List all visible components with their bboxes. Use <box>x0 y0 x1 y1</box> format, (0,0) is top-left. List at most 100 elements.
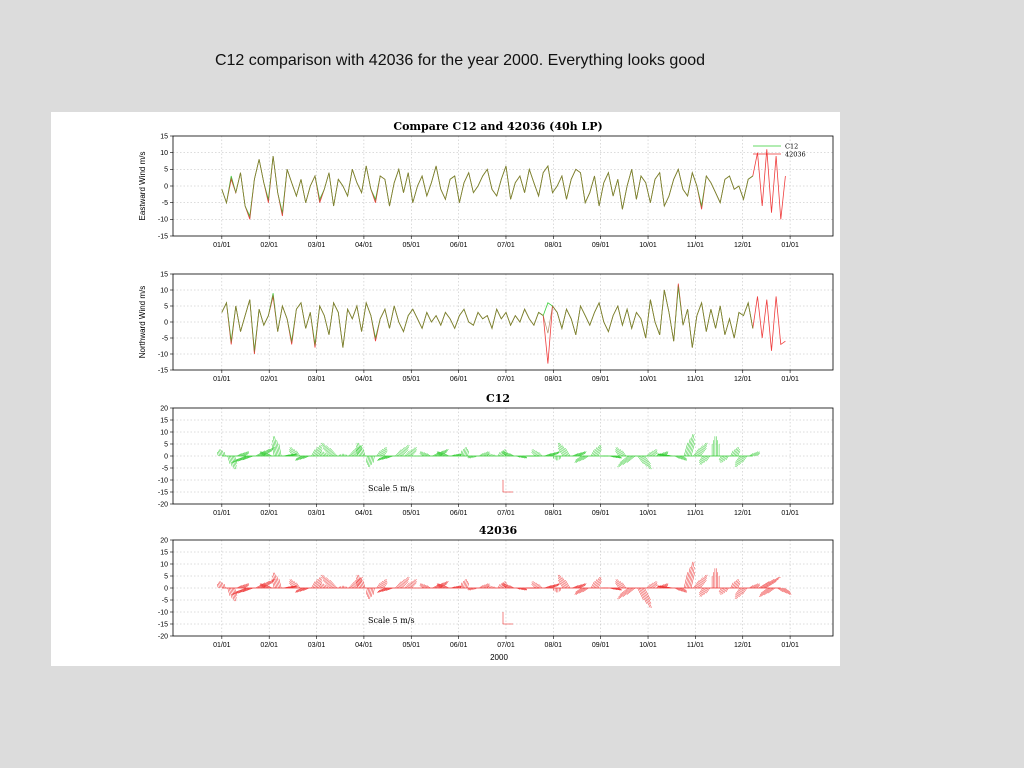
panel-3-stick <box>531 581 539 589</box>
panel-0-ytick-label: 15 <box>160 133 168 140</box>
panel-0-series-c12-line <box>221 155 754 218</box>
panel-2-stick <box>260 453 266 457</box>
panel-3-stick <box>575 587 584 594</box>
panel-3-stick <box>759 578 775 589</box>
panel-1-ytick-label: 0 <box>164 319 168 326</box>
panel-2-stick <box>326 445 336 457</box>
panel-3-stick <box>531 583 536 589</box>
panel-3-ytick-label: 0 <box>164 585 168 592</box>
panel-2-stick <box>615 447 622 457</box>
panel-3-stick <box>765 581 777 589</box>
panel-2-stick <box>378 455 387 459</box>
panel-3-stick <box>646 583 651 589</box>
panel-2-stick <box>535 450 541 457</box>
panel-3-stick <box>258 579 275 589</box>
panel-3-stick <box>356 574 362 589</box>
panel-3-stick <box>538 583 543 589</box>
panel-0-ytick-label: 5 <box>164 167 168 174</box>
panel-3-stick <box>243 585 249 589</box>
panel-2-stick <box>350 447 359 457</box>
panel-2-stick <box>677 455 686 461</box>
panel-2-stick <box>296 450 301 457</box>
panel-2-stick <box>395 449 402 457</box>
panel-2-stick <box>719 455 724 462</box>
panel-3-xtick-label: 12/01 <box>734 642 752 649</box>
panel-3-stick <box>276 575 281 589</box>
panel-2-stick <box>319 453 322 457</box>
panel-3-stick <box>615 579 622 589</box>
panel-2-stick <box>239 451 248 457</box>
panel-2-stick <box>531 451 536 457</box>
panel-3-stick <box>754 584 760 589</box>
panel-2-stick <box>216 451 219 457</box>
panel-2-stick <box>626 455 636 463</box>
panel-1-ytick-label: 15 <box>160 271 168 278</box>
panel-3-stick <box>782 587 791 594</box>
panel-3-stick <box>481 583 489 589</box>
panel-2-stick <box>464 447 467 457</box>
panel-3-stick <box>619 580 625 589</box>
panel-3-xtick-label: 03/01 <box>308 642 326 649</box>
panel-3-stick <box>767 587 776 594</box>
panel-3-stick <box>259 583 268 589</box>
panel-2-stick <box>751 451 759 457</box>
panel-2-stick <box>545 452 556 457</box>
panel-2-stick <box>360 445 364 457</box>
panel-2-stick <box>420 451 427 457</box>
panel-3-stick <box>465 580 468 589</box>
panel-1-ytick-label: 10 <box>160 287 168 294</box>
panel-2-stick <box>582 455 589 461</box>
panel-0-ytick-label: -5 <box>162 200 168 207</box>
panel-3-xtick-label: 05/01 <box>402 642 420 649</box>
panel-2-ytick-label: -15 <box>158 489 168 496</box>
panel-3-ytick-label: 5 <box>164 573 168 580</box>
panel-2-xtick-label: 08/01 <box>545 510 563 517</box>
panel-3-stick <box>690 572 695 589</box>
panel-2-stick <box>289 448 295 457</box>
panel-3-stick <box>718 587 722 593</box>
panel-3-stick <box>509 585 515 589</box>
panel-2-stick <box>683 442 688 457</box>
panel-2-stick <box>699 455 705 464</box>
figure-svg: Compare C12 and 42036 (40h LP) 15 10 5 0 -5 -1… <box>138 120 834 662</box>
panel-3-stick <box>318 581 323 589</box>
panel-2-stick <box>650 449 658 457</box>
panel-3-stick <box>320 584 323 589</box>
panel-1-xtick-label: 03/01 <box>308 376 326 383</box>
panel-2-stick <box>396 447 405 457</box>
panel-3-stick <box>699 587 706 597</box>
panel-2-stick <box>348 449 355 457</box>
panel-2-stick <box>295 455 306 461</box>
panel-2-xtick-label: 11/01 <box>687 510 704 517</box>
panel-3-stick <box>419 585 424 589</box>
panel-3-stick <box>497 583 501 589</box>
panel-3-stick <box>350 579 359 589</box>
panel-2-stick <box>506 452 513 457</box>
panel-3-stick <box>238 584 245 589</box>
panel-3-stick <box>730 582 734 589</box>
panel-3-stick <box>594 576 602 589</box>
panel-3-xtick-label: 04/01 <box>355 642 373 649</box>
panel-2-stick <box>619 448 625 457</box>
panel-2-stick <box>615 448 621 457</box>
panel-3-stick <box>329 579 338 589</box>
panel-2-stick <box>377 455 388 460</box>
panel-2-stick <box>261 451 270 457</box>
panel-2-stick <box>318 449 323 457</box>
panel-2-stick <box>754 452 760 457</box>
panel-3-stick <box>557 577 565 589</box>
panel-3-stick <box>592 579 598 589</box>
panel-3-stick <box>267 585 273 589</box>
panel-3-stick <box>596 579 602 589</box>
panel-2-stick <box>218 449 222 457</box>
panel-1-xtick-label: 10/01 <box>639 376 657 383</box>
panel-2-stick <box>356 445 360 457</box>
panel-3-stick <box>731 580 736 589</box>
panel-0-xtick-label: 01/01 <box>781 242 799 249</box>
panel-2-stick <box>296 455 307 461</box>
panel-2-stick <box>699 455 706 465</box>
panel-2-stick <box>272 440 276 457</box>
panel-3-stick <box>723 587 728 594</box>
panel-2-stick <box>314 444 321 457</box>
panel-3-stick <box>274 572 279 589</box>
